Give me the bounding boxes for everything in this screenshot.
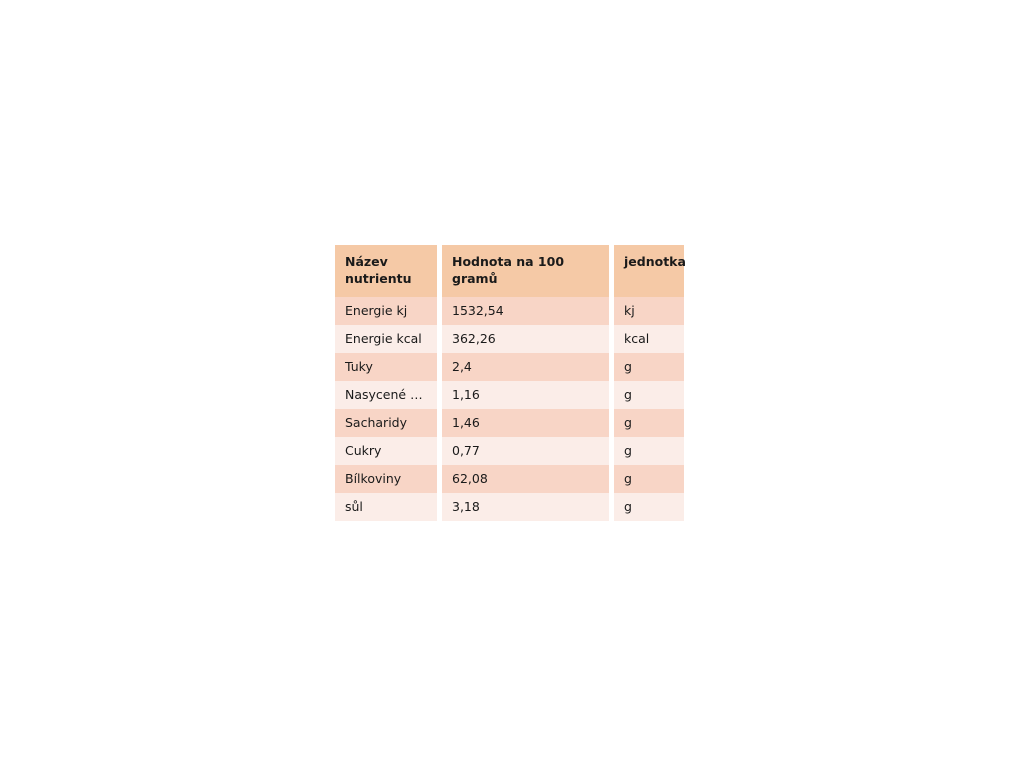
cell-nutrient-unit: kcal (614, 324, 684, 353)
row-separator-2 (609, 324, 614, 353)
cell-nutrient-unit: g (614, 352, 684, 381)
table-row: Nasycené MK 1,16 g (335, 380, 684, 409)
nutrition-table-container: Název nutrientu Hodnota na 100 gramů jed… (335, 245, 686, 521)
cell-nutrient-name: Sacharidy (335, 408, 437, 437)
column-separator-1 (437, 245, 442, 297)
row-separator-1 (437, 408, 442, 437)
column-header-name: Název nutrientu (335, 245, 437, 297)
cell-nutrient-unit: g (614, 464, 684, 493)
row-separator-2 (609, 436, 614, 465)
cell-nutrient-unit: g (614, 492, 684, 521)
cell-nutrient-unit: g (614, 436, 684, 465)
row-separator-2 (609, 492, 614, 521)
table-header: Název nutrientu Hodnota na 100 gramů jed… (335, 245, 686, 297)
cell-nutrient-value: 1,16 (442, 380, 609, 409)
column-header-value: Hodnota na 100 gramů (442, 245, 609, 297)
cell-nutrient-value: 362,26 (442, 324, 609, 353)
cell-nutrient-value: 2,4 (442, 352, 609, 381)
cell-nutrient-value: 1,46 (442, 408, 609, 437)
table-row: Energie kj 1532,54 kj (335, 296, 684, 325)
cell-nutrient-name: Energie kj (335, 296, 437, 325)
row-separator-1 (437, 324, 442, 353)
cell-nutrient-name: sůl (335, 492, 437, 521)
nutrition-facts-table: Název nutrientu Hodnota na 100 gramů jed… (335, 245, 686, 521)
header-row: Název nutrientu Hodnota na 100 gramů jed… (335, 245, 686, 297)
table-row: Sacharidy 1,46 g (335, 408, 684, 437)
row-separator-1 (437, 464, 442, 493)
table-row: Cukry 0,77 g (335, 436, 684, 465)
cell-nutrient-name: Cukry (335, 436, 437, 465)
cell-nutrient-value: 3,18 (442, 492, 609, 521)
row-separator-2 (609, 296, 614, 325)
row-separator-1 (437, 296, 442, 325)
table-body: Energie kj 1532,54 kj Energie kcal 362,26 kca… (335, 296, 684, 521)
row-separator-1 (437, 352, 442, 381)
row-separator-2 (609, 380, 614, 409)
cell-nutrient-unit: g (614, 408, 684, 437)
row-separator-1 (437, 380, 442, 409)
cell-nutrient-name: Tuky (335, 352, 437, 381)
row-separator-2 (609, 408, 614, 437)
cell-nutrient-value: 0,77 (442, 436, 609, 465)
cell-nutrient-value: 62,08 (442, 464, 609, 493)
table-row: Tuky 2,4 g (335, 352, 684, 381)
cell-nutrient-unit: g (614, 380, 684, 409)
row-separator-2 (609, 464, 614, 493)
cell-nutrient-name: Bílkoviny (335, 464, 437, 493)
table-row: Bílkoviny 62,08 g (335, 464, 684, 493)
column-header-unit: jednotka (614, 245, 686, 297)
row-separator-1 (437, 492, 442, 521)
cell-nutrient-name: Nasycené MK (335, 380, 437, 409)
row-separator-1 (437, 436, 442, 465)
cell-nutrient-unit: kj (614, 296, 684, 325)
table-row: Energie kcal 362,26 kcal (335, 324, 684, 353)
column-separator-2 (609, 245, 614, 297)
table-row: sůl 3,18 g (335, 492, 684, 521)
cell-nutrient-name: Energie kcal (335, 324, 437, 353)
row-separator-2 (609, 352, 614, 381)
cell-nutrient-value: 1532,54 (442, 296, 609, 325)
